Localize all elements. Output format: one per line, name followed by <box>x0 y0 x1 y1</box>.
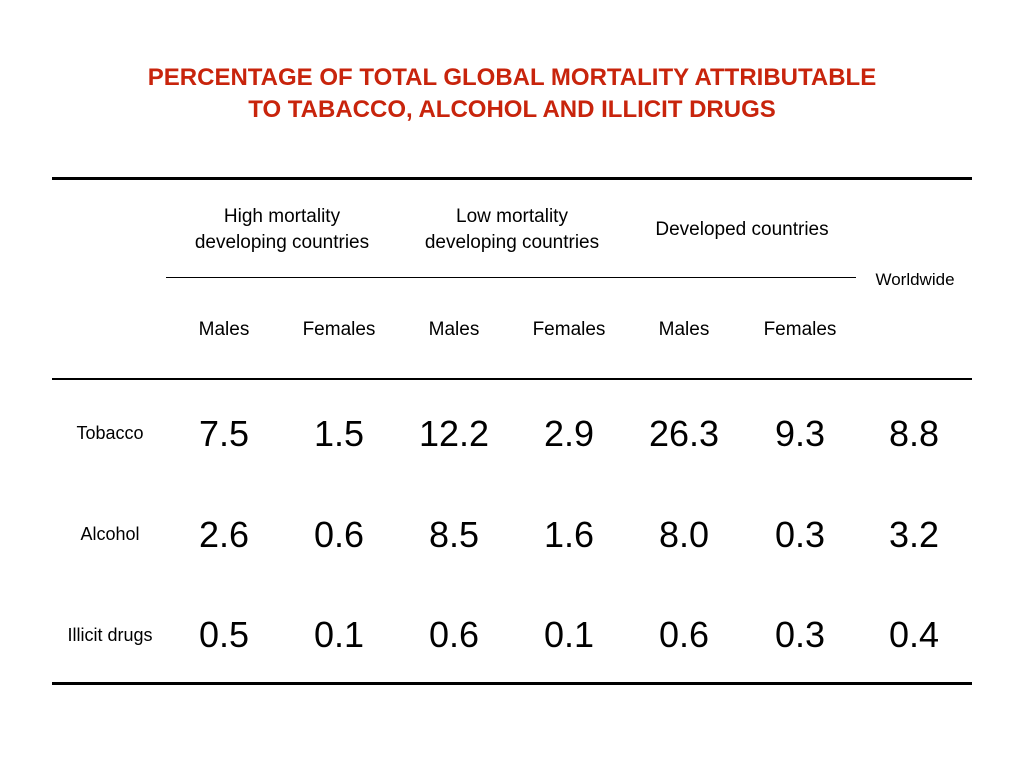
table-cell-value: 1.5 <box>313 413 365 454</box>
table-cell-value: 0.3 <box>774 514 826 555</box>
bottom-rule <box>52 682 972 685</box>
row-label-tobacco: Tobacco <box>76 423 144 443</box>
table-cell-value: 12.2 <box>418 413 490 454</box>
table-cell-value: 26.3 <box>648 413 720 454</box>
top-rule <box>52 177 972 180</box>
table-cell-value: 0.1 <box>543 614 595 655</box>
column-header-worldwide: Worldwide <box>875 270 955 289</box>
table-cell-value: 8.8 <box>888 413 940 454</box>
table-cell-value: 7.5 <box>198 413 250 454</box>
title-line-1: PERCENTAGE OF TOTAL GLOBAL MORTALITY ATT… <box>147 64 877 91</box>
table-cell-value: 0.6 <box>428 614 480 655</box>
table-cell-value: 2.6 <box>198 514 250 555</box>
title-line-2: TO TABACCO, ALCOHOL AND ILLICIT DRUGS <box>248 96 776 123</box>
table-cell-value: 8.0 <box>658 514 710 555</box>
group-underline <box>166 277 856 278</box>
group-header-line: Low mortality <box>456 206 568 227</box>
table-cell-value: 0.1 <box>313 614 365 655</box>
column-header-females: Females <box>532 319 606 340</box>
row-label-alcohol: Alcohol <box>80 524 140 544</box>
table-cell-value: 9.3 <box>774 413 826 454</box>
column-header-males: Males <box>198 319 250 340</box>
group-header-line: Developed countries <box>655 219 829 240</box>
table-cell-value: 3.2 <box>888 514 940 555</box>
table-title: PERCENTAGE OF TOTAL GLOBAL MORTALITY ATT… <box>0 62 1024 126</box>
column-header-males: Males <box>658 319 710 340</box>
group-header-high-mortality: High mortality developing countries <box>167 204 397 256</box>
column-header-males: Males <box>428 319 480 340</box>
group-header-line: developing countries <box>194 232 370 253</box>
table-cell-value: 0.6 <box>313 514 365 555</box>
table-cell-value: 8.5 <box>428 514 480 555</box>
table-cell-value: 0.6 <box>658 614 710 655</box>
group-header-developed: Developed countries <box>627 217 857 243</box>
header-bottom-rule <box>52 378 972 380</box>
table-cell-value: 0.4 <box>888 614 940 655</box>
table-cell-value: 0.5 <box>198 614 250 655</box>
group-header-line: developing countries <box>424 232 600 253</box>
column-header-females: Females <box>302 319 376 340</box>
column-header-females: Females <box>763 319 837 340</box>
table-cell-value: 0.3 <box>774 614 826 655</box>
row-label-illicit-drugs: Illicit drugs <box>67 625 153 645</box>
group-header-line: High mortality <box>223 206 341 227</box>
table-cell-value: 1.6 <box>543 514 595 555</box>
table-cell-value: 2.9 <box>543 413 595 454</box>
group-header-low-mortality: Low mortality developing countries <box>397 204 627 256</box>
